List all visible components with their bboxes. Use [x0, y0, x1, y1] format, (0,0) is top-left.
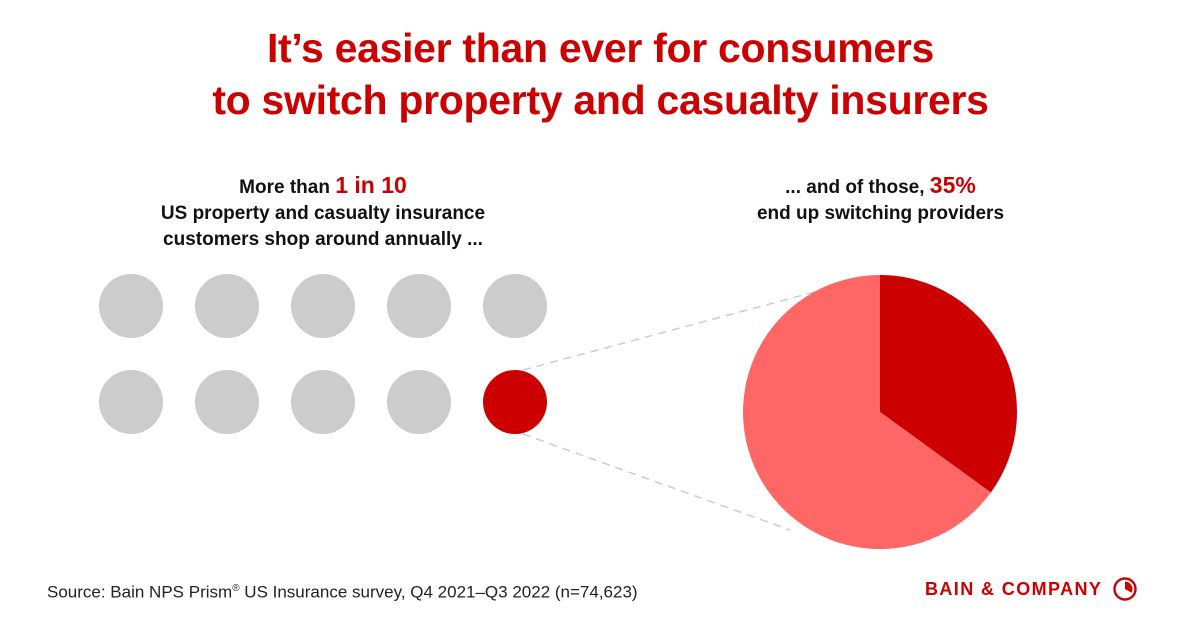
pictogram-caption-line-1: More than 1 in 10 [100, 172, 546, 201]
source-note: Source: Bain NPS Prism® US Insurance sur… [47, 578, 638, 604]
pie-slice-remaining [742, 275, 991, 549]
pictogram-caption-line-3: customers shop around annually ... [163, 229, 483, 250]
pictogram-dot [387, 274, 451, 338]
brand-name: BAIN & COMPANY [925, 578, 1103, 599]
title-line-1: It’s easier than ever for consumers [266, 25, 935, 71]
pictogram-dot [387, 370, 451, 434]
chart-title: It’s easier than ever for consumers to s… [0, 22, 1201, 126]
title-line-2: to switch property and casualty insurers [212, 77, 989, 123]
source-suffix: US Insurance survey, Q4 2021–Q3 2022 (n=… [239, 582, 638, 602]
pictogram-highlight: 1 in 10 [335, 172, 407, 198]
pictogram-dot [291, 370, 355, 434]
registered-mark: ® [232, 583, 240, 594]
pie-caption-line-1: ... and of those, 35% [700, 172, 1061, 201]
pictogram-caption-line-2: US property and casualty insurance [160, 203, 486, 224]
pie-caption-line-2: end up switching providers [756, 203, 1005, 224]
pictogram-dot [195, 370, 259, 434]
connector-line-bottom [522, 433, 791, 531]
connector-line-top [522, 289, 823, 371]
pictogram-dot [99, 274, 163, 338]
pie-slice-switching [880, 275, 1017, 493]
pie-highlight: 35% [929, 172, 976, 198]
pictogram-caption-prefix: More than [239, 177, 336, 198]
pie-caption-prefix: ... and of those, [785, 177, 930, 198]
pictogram-dot [483, 274, 547, 338]
source-prefix: Source: Bain NPS Prism [47, 582, 233, 602]
brand-logo: BAIN & COMPANY [925, 576, 1138, 602]
pictogram-dot [291, 274, 355, 338]
pictogram-dot [195, 274, 259, 338]
pie-caption: ... and of those, 35% end up switching p… [700, 172, 1061, 227]
pictogram-dot [99, 370, 163, 434]
bain-logo-icon [1113, 577, 1137, 601]
pictogram-caption: More than 1 in 10 US property and casual… [100, 172, 546, 253]
pictogram-dot-highlighted [483, 370, 547, 434]
